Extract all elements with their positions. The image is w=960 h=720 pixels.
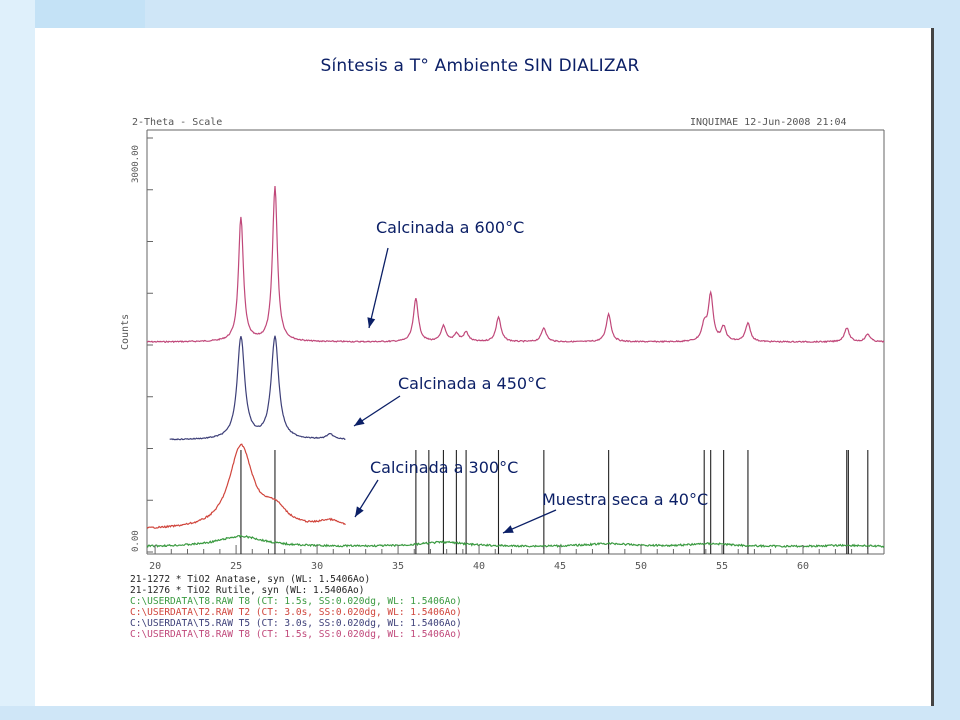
series-line-4 (146, 534, 885, 549)
annotation-arrow-head (367, 317, 376, 328)
x-tick-label: 25 (230, 561, 242, 572)
legend-line-t8-pink: C:\USERDATA\T8.RAW T8 (CT: 1.5s, SS:0.02… (130, 629, 462, 640)
series-traces (146, 186, 885, 549)
x-tick-label: 45 (554, 561, 566, 572)
chart-legend: 21-1272 * TiO2 Anatase, syn (WL: 1.5406A… (130, 574, 462, 640)
paper-edge (931, 28, 934, 706)
series-line-2 (169, 335, 346, 441)
slide-left-shade (35, 0, 145, 28)
x-tick-label: 20 (149, 561, 161, 572)
annotation-arrow-line (368, 247, 389, 329)
legend-line-t8-green: C:\USERDATA\T8.RAW T8 (CT: 1.5s, SS:0.02… (130, 596, 462, 607)
annotation-muestra-40: Muestra seca a 40°C (542, 490, 709, 509)
legend-line-t2-red: C:\USERDATA\T2.RAW T2 (CT: 3.0s, SS:0.02… (130, 607, 462, 618)
scanned-paper (35, 28, 933, 706)
x-tick-label: 50 (635, 561, 647, 572)
annotation-calcinada-600: Calcinada a 600°C (376, 218, 525, 237)
x-tick-labels: 20 25 30 35 40 45 50 55 60 (149, 545, 869, 572)
reference-lines (240, 450, 869, 554)
legend-line-rutile: 21-1276 * TiO2 Rutile, syn (WL: 1.5406Ao… (130, 585, 365, 596)
legend-line-anatase: 21-1272 * TiO2 Anatase, syn (WL: 1.5406A… (130, 574, 371, 585)
x-tick-label: 30 (311, 561, 323, 572)
x-tick-label: 60 (797, 561, 809, 572)
chart-header-lab-date: INQUIMAE 12-Jun-2008 21:04 (690, 117, 847, 128)
slide-title: Síntesis a T° Ambiente SIN DIALIZAR (320, 56, 640, 76)
annotation-arrows (353, 247, 557, 534)
legend-line-t5-blue: C:\USERDATA\T5.RAW T5 (CT: 3.0s, SS:0.02… (130, 618, 462, 629)
slide-bottom-band (0, 706, 960, 720)
annotation-calcinada-450: Calcinada a 450°C (398, 374, 547, 393)
annotation-arrow-head (503, 525, 514, 533)
annotation-calcinada-300: Calcinada a 300°C (370, 458, 519, 477)
x-tick-label: 40 (473, 561, 485, 572)
series-line-3 (146, 443, 346, 529)
series-line-1 (146, 186, 885, 344)
x-tick-label: 55 (716, 561, 728, 572)
chart-header-scale: 2-Theta - Scale (132, 117, 223, 128)
x-tick-label: 35 (392, 561, 404, 572)
annotation-arrow-head (355, 506, 364, 517)
annotation-arrow-head (354, 417, 365, 426)
